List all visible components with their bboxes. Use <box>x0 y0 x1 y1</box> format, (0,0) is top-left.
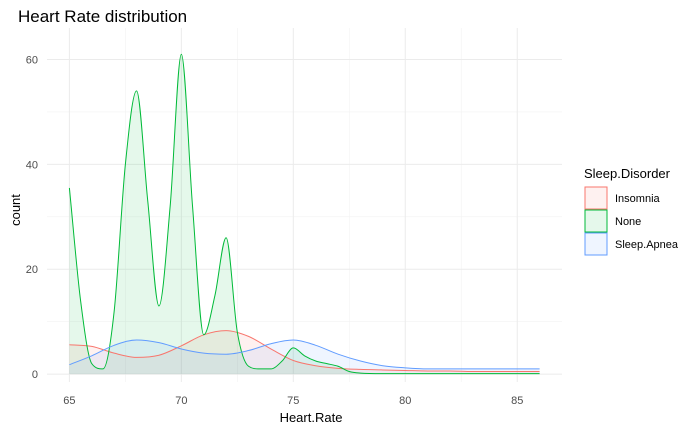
grid-minor <box>47 28 562 382</box>
density-line-none <box>68 53 540 375</box>
legend-title: Sleep.Disorder <box>584 166 671 181</box>
legend-items: Insomnia None Sleep.Apnea <box>584 186 679 256</box>
legend-key-sleep-apnea <box>584 232 608 256</box>
legend-label-insomnia: Insomnia <box>615 193 661 205</box>
legend: Sleep.Disorder Insomnia None Sleep.Apnea <box>584 166 679 256</box>
y-tick-label: 20 <box>26 264 38 276</box>
x-tick-label: 80 <box>399 395 411 407</box>
y-tick-label: 0 <box>32 369 38 381</box>
y-axis-title: count <box>8 194 23 226</box>
x-tick-label: 75 <box>287 395 299 407</box>
y-axis-ticks: 0 20 40 60 <box>26 54 38 381</box>
density-lines <box>68 53 540 375</box>
legend-key-insomnia <box>584 186 608 210</box>
legend-label-none: None <box>615 216 641 228</box>
density-line-sleep-apnea <box>69 339 540 370</box>
chart-title: Heart Rate distribution <box>18 7 187 26</box>
density-area-insomnia <box>69 330 540 375</box>
x-tick-label: 70 <box>175 395 187 407</box>
density-areas <box>69 54 540 375</box>
plot-panel <box>47 28 562 382</box>
density-area-sleep-apnea <box>69 340 540 375</box>
density-area-none <box>69 54 540 375</box>
y-tick-label: 60 <box>26 54 38 66</box>
density-line-insomnia <box>69 330 540 373</box>
grid-major <box>47 28 562 382</box>
legend-key-none <box>584 209 608 233</box>
x-axis-ticks: 65 70 75 80 85 <box>63 395 523 407</box>
x-axis-title: Heart.Rate <box>280 410 343 425</box>
legend-label-sleep-apnea: Sleep.Apnea <box>615 239 679 251</box>
x-tick-label: 85 <box>511 395 523 407</box>
x-tick-label: 65 <box>63 395 75 407</box>
y-tick-label: 40 <box>26 159 38 171</box>
